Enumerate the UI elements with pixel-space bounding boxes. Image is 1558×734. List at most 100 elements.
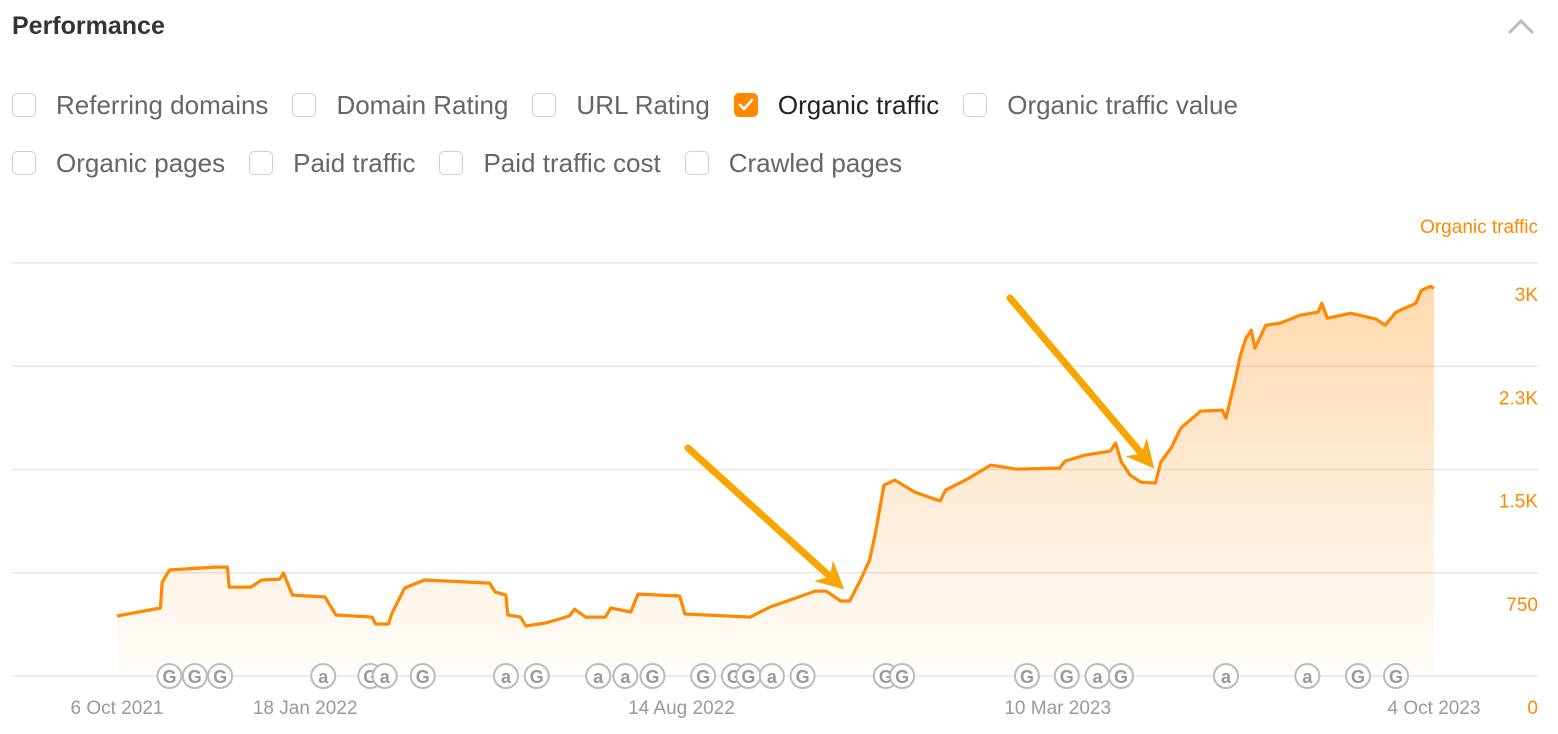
- checkbox-label: Organic traffic: [777, 89, 940, 120]
- marker-label: G: [213, 667, 227, 687]
- marker-label: G: [741, 667, 755, 687]
- checkbox-url-rating[interactable]: URL Rating: [532, 90, 710, 121]
- google-update-marker[interactable]: G: [1383, 663, 1410, 689]
- checkbox-unchecked[interactable]: [249, 151, 274, 175]
- checkbox-checked[interactable]: [733, 93, 758, 117]
- checkbox-domain-rating[interactable]: Domain Rating: [292, 90, 508, 121]
- google-update-marker[interactable]: G: [156, 663, 183, 689]
- marker-circle: [1345, 663, 1372, 689]
- ahrefs-update-marker[interactable]: a: [492, 663, 519, 689]
- marker-label: G: [416, 667, 430, 687]
- marker-circle: [1383, 663, 1410, 689]
- checkbox-organic-traffic[interactable]: Organic traffic: [733, 89, 940, 121]
- marker-circle: [639, 663, 666, 689]
- page-title: Performance: [12, 12, 165, 40]
- checkbox-unchecked[interactable]: [12, 93, 36, 117]
- options-row: Organic pages Paid traffic Paid traffic co…: [12, 144, 1412, 182]
- marker-circle: [409, 663, 436, 689]
- y-tick-label: 750: [1506, 595, 1538, 616]
- ahrefs-update-marker[interactable]: a: [1294, 663, 1321, 689]
- ahrefs-update-marker[interactable]: a: [758, 663, 785, 689]
- checkbox-crawled-pages[interactable]: Crawled pages: [684, 147, 903, 179]
- checkbox-label: Crawled pages: [728, 147, 903, 178]
- google-update-marker[interactable]: G: [690, 663, 717, 689]
- ahrefs-update-marker[interactable]: a: [1212, 663, 1239, 689]
- checkbox-organic-pages[interactable]: Organic pages: [12, 148, 225, 179]
- marker-label: G: [696, 667, 710, 687]
- x-tick-label: 10 Mar 2023: [1004, 698, 1111, 719]
- google-update-marker[interactable]: G: [1053, 663, 1080, 689]
- marker-label: a: [767, 667, 778, 687]
- marker-label: a: [1093, 667, 1104, 687]
- marker-label: a: [593, 667, 604, 687]
- marker-label: G: [645, 667, 659, 687]
- marker-label: a: [501, 667, 512, 687]
- google-update-marker[interactable]: G: [181, 663, 208, 689]
- checkbox-paid-traffic[interactable]: Paid traffic: [249, 148, 415, 179]
- marker-label: G: [188, 667, 202, 687]
- checkbox-label: Paid traffic cost: [483, 147, 661, 178]
- google-update-marker[interactable]: G: [409, 663, 436, 689]
- checkbox-label: Domain Rating: [336, 89, 509, 120]
- google-update-marker[interactable]: G: [872, 663, 899, 689]
- x-tick-label: 18 Jan 2022: [253, 698, 358, 719]
- marker-label: G: [1020, 667, 1034, 687]
- marker-label: G: [1114, 667, 1128, 687]
- checkmark-icon: [738, 98, 754, 111]
- google-update-marker[interactable]: G: [735, 663, 762, 689]
- google-update-marker[interactable]: G: [639, 663, 666, 689]
- marker-circle: [371, 663, 398, 689]
- ahrefs-update-marker[interactable]: a: [371, 663, 398, 689]
- google-update-marker[interactable]: G: [789, 663, 816, 689]
- checkbox-unchecked[interactable]: [292, 93, 317, 117]
- marker-label: G: [879, 667, 893, 687]
- marker-circle: [523, 663, 550, 689]
- google-update-marker[interactable]: G: [207, 663, 234, 689]
- annotation-arrow: [684, 444, 845, 590]
- marker-circle: [612, 663, 639, 689]
- google-update-marker[interactable]: G: [1108, 663, 1135, 689]
- google-update-marker[interactable]: G: [1345, 663, 1372, 689]
- checkbox-unchecked[interactable]: [439, 151, 464, 175]
- checkbox-label: Organic traffic value: [1007, 89, 1238, 120]
- checkbox-unchecked[interactable]: [12, 151, 36, 175]
- chevron-up-icon[interactable]: [1506, 14, 1536, 38]
- y-tick-label: 3K: [1515, 285, 1539, 306]
- checkbox-label: Organic pages: [56, 147, 226, 178]
- checkbox-paid-traffic-cost[interactable]: Paid traffic cost: [439, 147, 661, 179]
- checkbox-unchecked[interactable]: [963, 93, 988, 117]
- metric-options: Referring domains Domain Rating URL Rating…: [12, 86, 1412, 202]
- checkbox-organic-traffic-value[interactable]: Organic traffic value: [963, 90, 1238, 121]
- marker-circle: [207, 663, 234, 689]
- ahrefs-update-marker[interactable]: a: [612, 663, 639, 689]
- marker-label: a: [380, 667, 391, 687]
- marker-circle: [492, 663, 519, 689]
- options-row: Referring domains Domain Rating URL Rating…: [12, 86, 1412, 124]
- traffic-area: [117, 286, 1434, 676]
- x-tick-label: 4 Oct 2023: [1388, 698, 1481, 719]
- checkbox-unchecked[interactable]: [532, 93, 557, 117]
- google-update-marker[interactable]: G: [1013, 663, 1040, 689]
- ahrefs-update-marker[interactable]: a: [585, 663, 612, 689]
- marker-label: a: [1302, 667, 1313, 687]
- ahrefs-update-marker[interactable]: a: [1084, 663, 1111, 689]
- y-tick-label: 0: [1527, 698, 1538, 719]
- marker-circle: [1013, 663, 1040, 689]
- marker-label: G: [1060, 667, 1074, 687]
- x-tick-label: 14 Aug 2022: [628, 698, 735, 719]
- x-tick-label: 6 Oct 2021: [71, 698, 164, 719]
- checkbox-label: Referring domains: [56, 89, 269, 120]
- y-tick-label: 1.5K: [1499, 492, 1538, 513]
- checkbox-referring-domains[interactable]: Referring domains: [12, 90, 268, 121]
- marker-circle: [690, 663, 717, 689]
- marker-circle: [1294, 663, 1321, 689]
- marker-circle: [310, 663, 337, 689]
- checkbox-unchecked[interactable]: [684, 151, 709, 175]
- marker-circle: [585, 663, 612, 689]
- marker-label: G: [1389, 667, 1403, 687]
- ahrefs-update-marker[interactable]: a: [310, 663, 337, 689]
- marker-circle: [1212, 663, 1239, 689]
- google-update-marker[interactable]: G: [889, 663, 916, 689]
- marker-circle: [758, 663, 785, 689]
- google-update-marker[interactable]: G: [523, 663, 550, 689]
